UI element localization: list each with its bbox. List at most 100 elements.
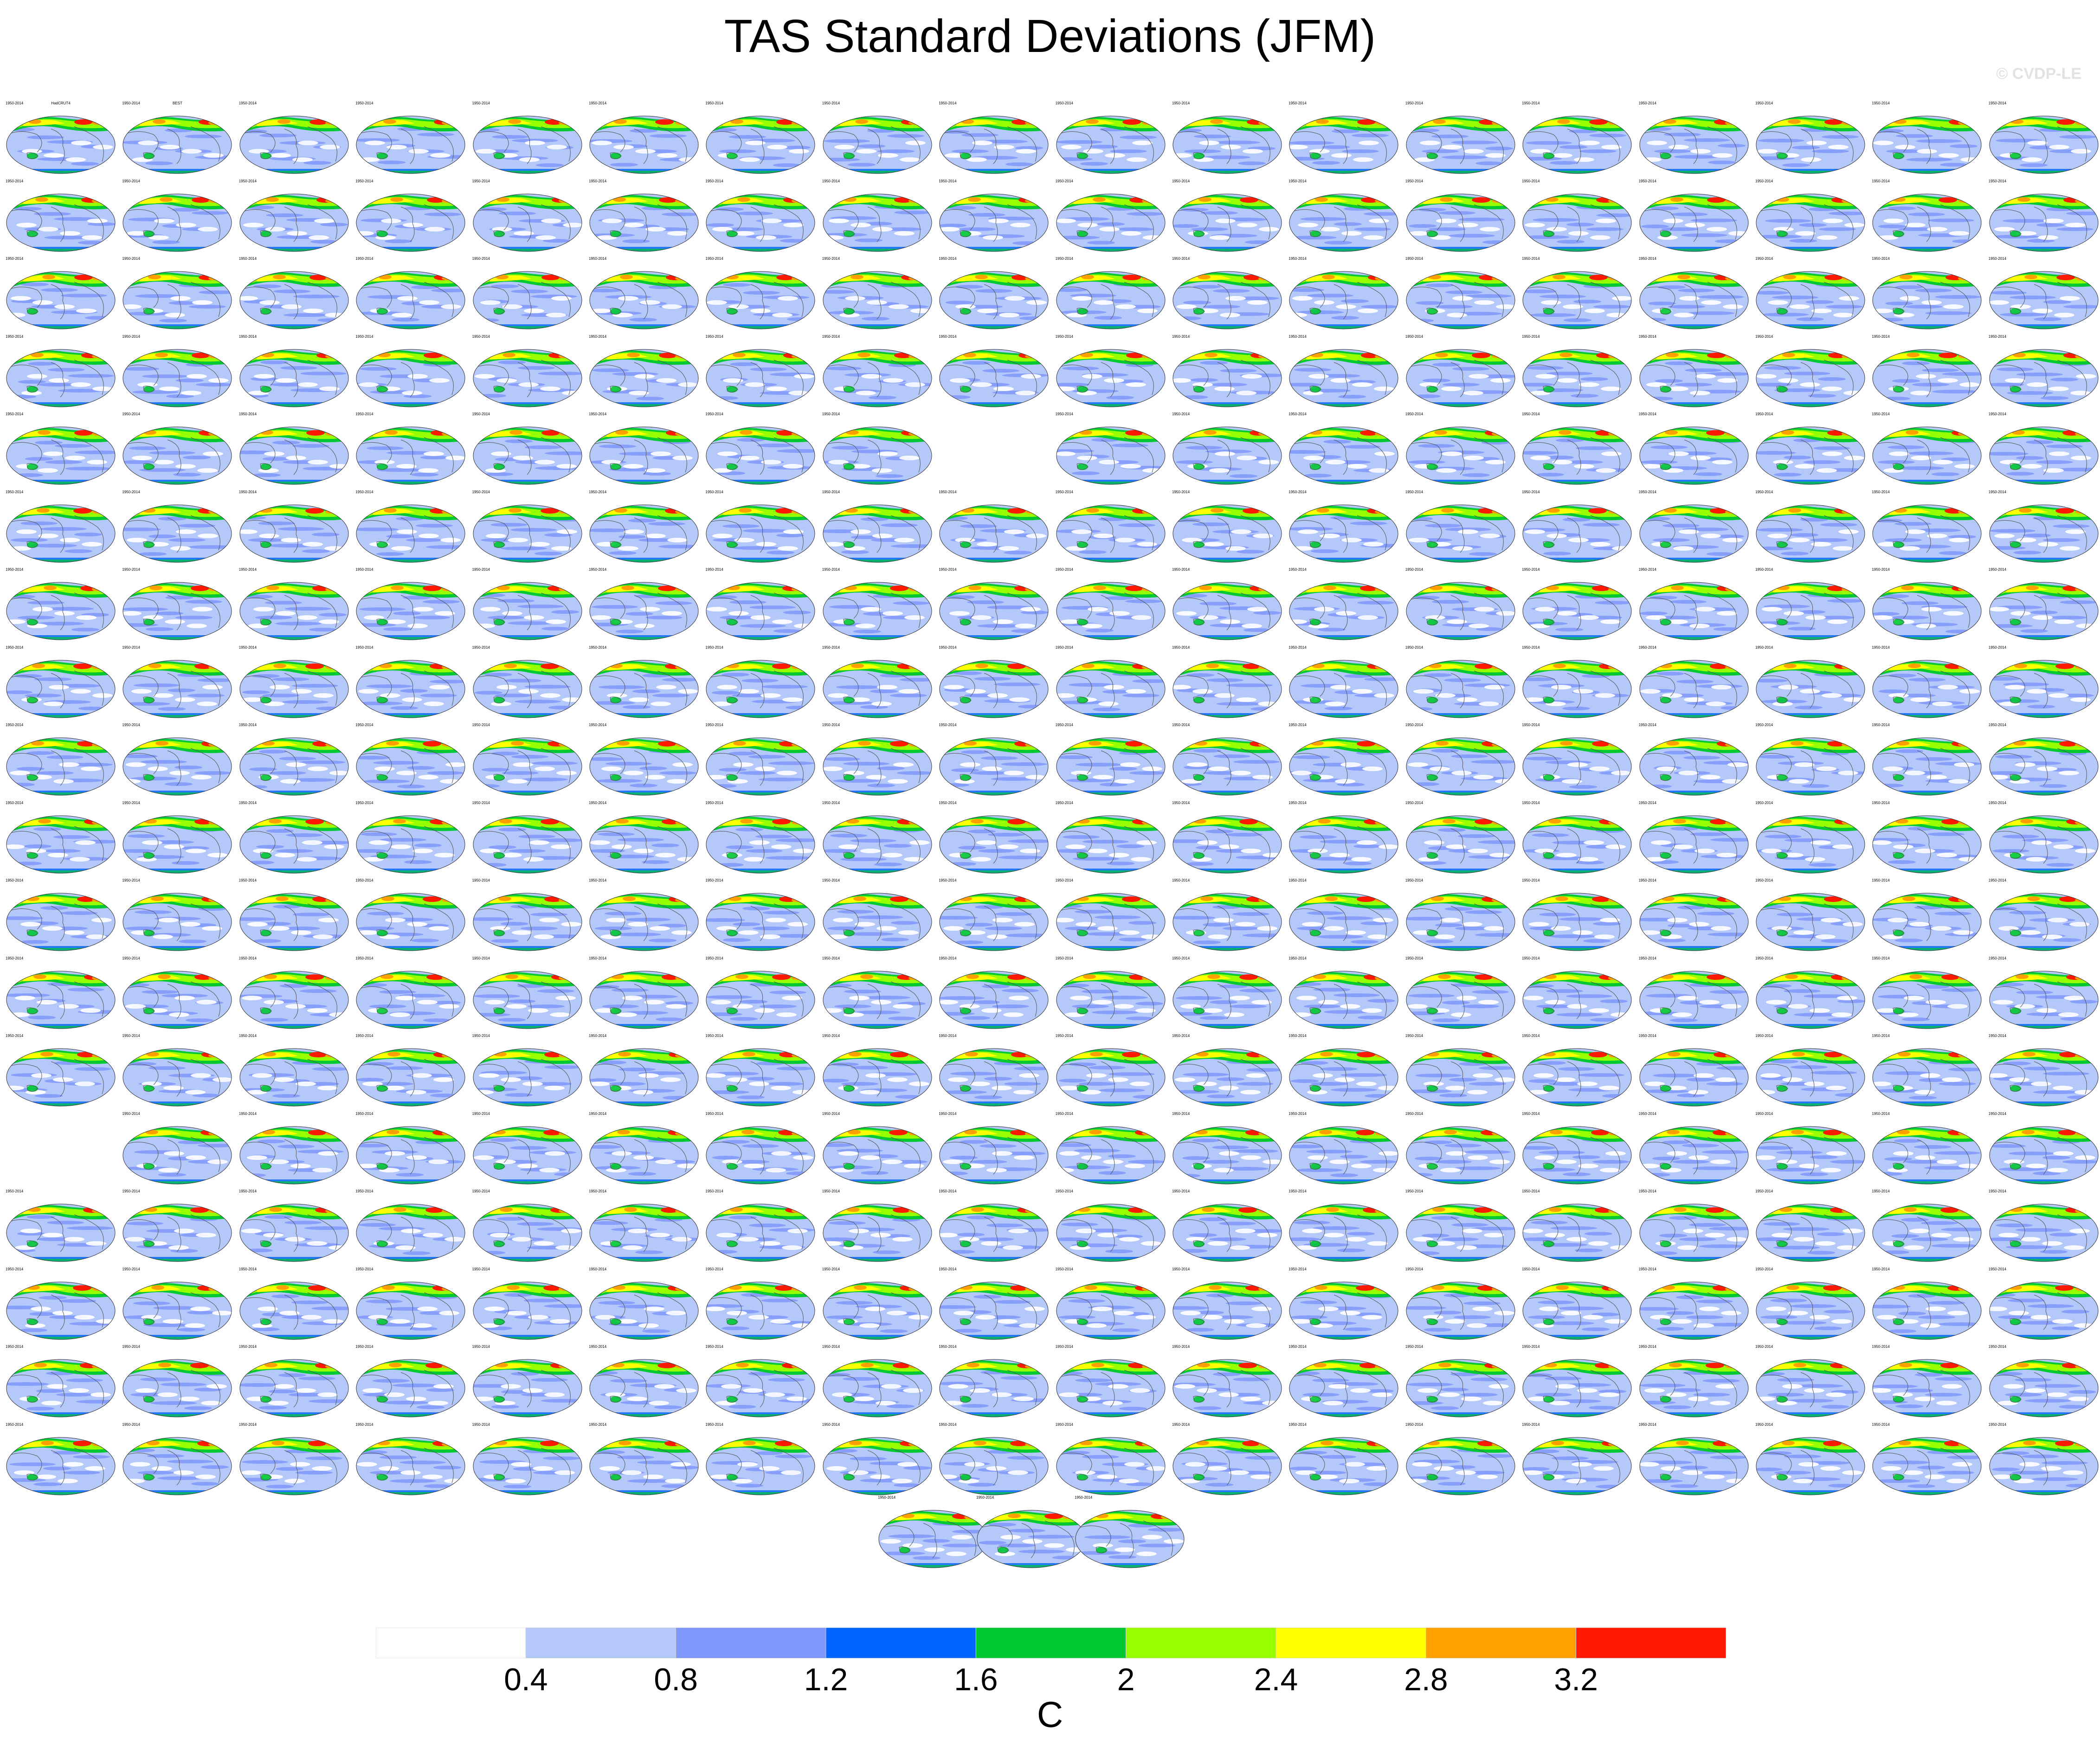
panel-period: 1950-2014 (822, 1189, 840, 1193)
global-map (823, 271, 932, 329)
global-map (589, 1437, 699, 1495)
panel-period: 1950-2014 (1872, 878, 1890, 882)
map-panel: 1950-2014 (121, 645, 233, 720)
panel-period: 1950-2014 (122, 489, 140, 494)
global-map (706, 815, 815, 873)
panel-period: 1950-2014 (355, 179, 374, 183)
map-panel: 1950-2014 (1288, 567, 1400, 642)
map-panel: 1950-2014 (1404, 723, 1517, 797)
panel-period: 1950-2014 (589, 645, 607, 650)
panel-period: 1950-2014 (472, 257, 490, 261)
global-map (1522, 815, 1632, 873)
global-map (122, 582, 232, 640)
panel-period: 1950-2014 (939, 101, 957, 105)
global-map (473, 1281, 582, 1339)
global-map (1056, 349, 1166, 407)
map-panel: 1950-2014 (1871, 179, 1983, 253)
global-map (239, 1126, 349, 1184)
panel-period: 1950-2014 (1055, 567, 1073, 572)
map-panel: 1950-2014 (1404, 878, 1517, 953)
global-map (1989, 193, 2099, 251)
map-panel: 1950-2014 (354, 567, 467, 642)
panel-period: 1950-2014 (355, 1345, 374, 1349)
map-panel: 1950-2014 (821, 723, 934, 797)
panel-period: 1950-2014 (705, 412, 723, 416)
panel-period: 1950-2014 (1055, 1422, 1073, 1427)
panel-label: BEST (172, 101, 182, 105)
global-map (823, 737, 932, 796)
panel-period: 1950-2014 (238, 101, 257, 105)
global-map (1756, 582, 1865, 640)
global-map (1056, 815, 1166, 873)
panel-period: 1950-2014 (705, 645, 723, 650)
panel-period: 1950-2014 (472, 1111, 490, 1116)
panel-period: 1950-2014 (1055, 1111, 1073, 1116)
map-panel: 1950-2014 (1638, 335, 1750, 409)
map-panel: 1950-2014 (1404, 490, 1517, 564)
panel-period: 1950-2014 (705, 334, 723, 339)
map-panel: 1950-2014 (938, 1034, 1050, 1108)
map-panel: 1950-2014 (1521, 1112, 1633, 1186)
map-panel: 1950-2014 (5, 412, 117, 486)
global-map (122, 893, 232, 951)
global-map (1756, 815, 1865, 873)
panel-period: 1950-2014 (1872, 1034, 1890, 1038)
map-panel: 1950-2014 (704, 1189, 817, 1263)
map-panel: 1950-2014 (588, 1267, 700, 1341)
global-map (356, 504, 465, 562)
map-panel: 1950-2014 (1638, 1189, 1750, 1263)
global-map (1406, 660, 1515, 718)
panel-period: 1950-2014 (6, 257, 24, 261)
panel-period: 1950-2014 (1288, 645, 1307, 650)
panel-period: 1950-2014 (939, 257, 957, 261)
panel-period: 1950-2014 (822, 1111, 840, 1116)
map-panel: 1950-2014 (1988, 956, 2100, 1030)
global-map (1406, 893, 1515, 951)
map-panel: 1950-2014 (5, 723, 117, 797)
panel-period: 1950-2014 (939, 723, 957, 727)
panel-period: 1950-2014 (705, 101, 723, 105)
global-map (939, 349, 1049, 407)
panel-period: 1950-2014 (472, 567, 490, 572)
global-map (122, 116, 232, 174)
map-panel: 1950-2014 (354, 1267, 467, 1341)
panel-period: 1950-2014 (1872, 1422, 1890, 1427)
global-map (122, 1281, 232, 1339)
panel-period: 1950-2014 (1405, 1422, 1424, 1427)
map-panel: 1950-2014 (354, 1345, 467, 1419)
map-panel: 1950-2014 (238, 101, 350, 175)
map-panel: 1950-2014 (238, 1423, 350, 1497)
panel-period: 1950-2014 (238, 645, 257, 650)
map-panel: 1950-2014 (1404, 1112, 1517, 1186)
global-map (122, 1048, 232, 1107)
map-panel: 1950-2014 (1404, 335, 1517, 409)
panel-period: 1950-2014 (939, 800, 957, 805)
map-panel: 1950-2014 (354, 490, 467, 564)
global-map (823, 1126, 932, 1184)
panel-period: 1950-2014 (1405, 1034, 1424, 1038)
global-map (706, 893, 815, 951)
global-map (356, 271, 465, 329)
map-panel: 1950-2014 (1171, 1267, 1283, 1341)
global-map (589, 582, 699, 640)
global-map (473, 582, 582, 640)
panel-period: 1950-2014 (1755, 956, 1773, 960)
panel-period: 1950-2014 (1872, 1111, 1890, 1116)
global-map (1522, 737, 1632, 796)
map-panel: 1950-2014 (471, 412, 584, 486)
map-panel: 1950-2014 (821, 179, 934, 253)
panel-period: 1950-2014 (1522, 1189, 1540, 1193)
panel-period: 1950-2014 (1055, 1034, 1073, 1038)
panel-period: 1950-2014 (355, 1034, 374, 1038)
global-map (1289, 349, 1398, 407)
global-map (1172, 116, 1282, 174)
global-map (1872, 504, 1982, 562)
panel-period: 1950-2014 (122, 101, 140, 105)
map-panel: 1950-2014 (1288, 1345, 1400, 1419)
map-panel: 1950-2014 (1521, 412, 1633, 486)
panel-period: 1950-2014 (822, 257, 840, 261)
panel-period: 1950-2014 (238, 1345, 257, 1349)
map-panel: 1950-2014 (5, 1034, 117, 1108)
panel-period: 1950-2014 (1522, 334, 1540, 339)
global-map (1056, 582, 1166, 640)
